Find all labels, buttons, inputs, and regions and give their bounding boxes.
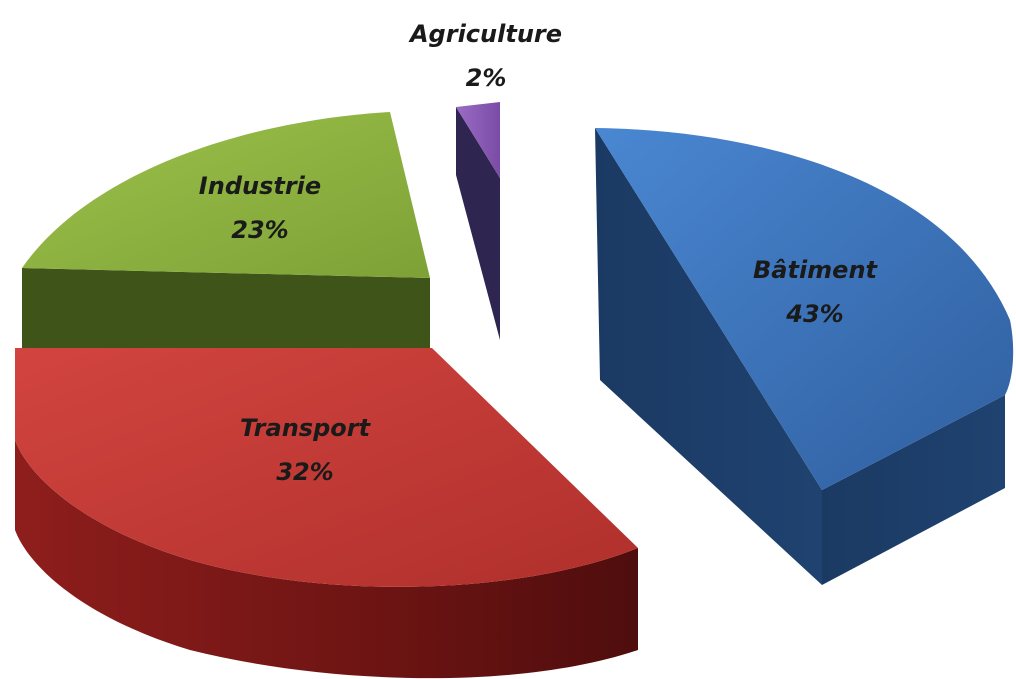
- slice-label-industrie: Industrie: [199, 172, 321, 200]
- pie-slice-side-agriculture: [456, 107, 500, 340]
- pie-slice-side-transport: [15, 440, 638, 679]
- pie-slice-agriculture: [456, 102, 500, 178]
- pie-slice-side-batiment-1: [822, 395, 1005, 585]
- slice-label-agriculture: Agriculture: [408, 20, 562, 48]
- pie-slice-side-industrie: [22, 268, 430, 348]
- pie-slice-transport: [15, 348, 638, 587]
- pie-slice-batiment: [595, 128, 1014, 490]
- slice-label-transport: Transport: [240, 414, 372, 442]
- pie-slice-side-batiment: [595, 128, 822, 585]
- slice-value-transport: 32%: [276, 458, 333, 486]
- slice-label-batiment: Bâtiment: [753, 256, 879, 284]
- slice-value-batiment: 43%: [785, 300, 843, 328]
- slice-value-agriculture: 2%: [466, 64, 507, 92]
- slice-value-industrie: 23%: [231, 216, 288, 244]
- pie-slice-industrie: [22, 112, 430, 278]
